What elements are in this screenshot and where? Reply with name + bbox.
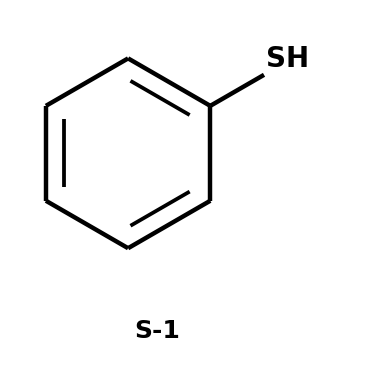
Text: SH: SH bbox=[266, 45, 309, 73]
Text: S-1: S-1 bbox=[134, 319, 180, 343]
